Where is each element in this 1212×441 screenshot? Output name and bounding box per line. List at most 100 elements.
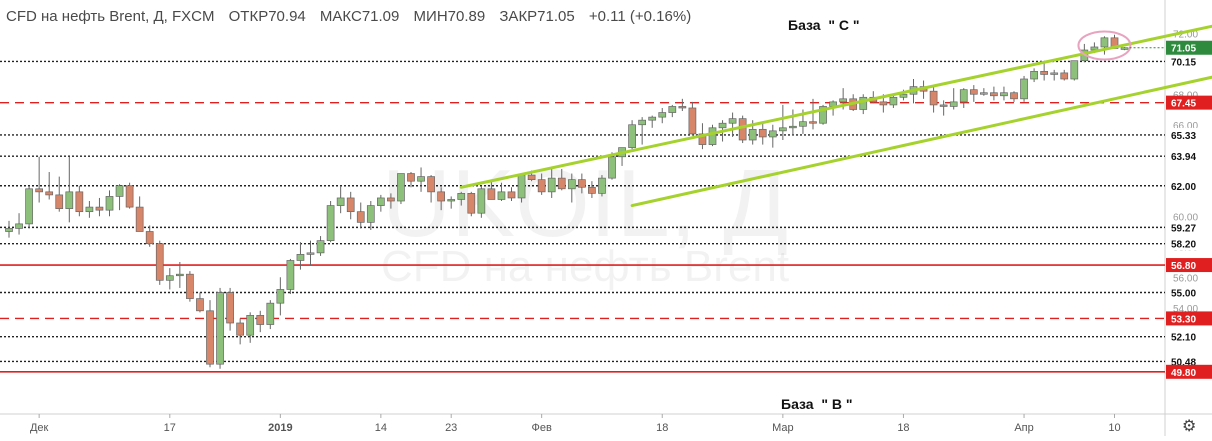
candle-body[interactable] xyxy=(75,191,84,213)
candle-body[interactable] xyxy=(799,121,807,127)
candle-body[interactable] xyxy=(1030,71,1038,80)
candle-body[interactable] xyxy=(567,179,576,190)
candle-body[interactable] xyxy=(959,89,968,103)
candle-body[interactable] xyxy=(979,92,988,95)
candle-body[interactable] xyxy=(206,310,214,365)
candle-body[interactable] xyxy=(949,101,958,107)
candle-body[interactable] xyxy=(316,240,325,254)
candle-body[interactable] xyxy=(738,118,747,141)
candle-body[interactable] xyxy=(758,128,767,138)
candle-body[interactable] xyxy=(65,191,74,209)
candle-body[interactable] xyxy=(306,252,315,255)
candle-body[interactable] xyxy=(437,191,445,202)
symbol-label[interactable]: CFD на нефть Brent, Д, FXCM xyxy=(6,8,215,25)
candle-body[interactable] xyxy=(638,119,647,126)
candle-body[interactable] xyxy=(859,96,868,110)
candle-body[interactable] xyxy=(326,205,335,241)
candle-body[interactable] xyxy=(527,174,536,180)
candle-body[interactable] xyxy=(608,156,616,179)
candle-body[interactable] xyxy=(939,104,948,107)
candle-body[interactable] xyxy=(588,186,596,194)
candle-body[interactable] xyxy=(1100,37,1109,48)
trend-channel-line[interactable] xyxy=(459,24,1212,189)
candle-body[interactable] xyxy=(668,106,677,113)
candle-body[interactable] xyxy=(809,121,817,124)
gear-icon[interactable]: ⚙ xyxy=(1182,416,1197,435)
candle-body[interactable] xyxy=(487,188,496,200)
candle-body[interactable] xyxy=(879,101,888,106)
candle-body[interactable] xyxy=(467,193,476,214)
candle-body[interactable] xyxy=(537,179,546,193)
candle-body[interactable] xyxy=(165,275,174,281)
candle-body[interactable] xyxy=(387,197,395,202)
candle-body[interactable] xyxy=(457,193,466,200)
candle-body[interactable] xyxy=(819,106,827,124)
candle-body[interactable] xyxy=(929,90,938,106)
candle-body[interactable] xyxy=(839,98,848,103)
candle-body[interactable] xyxy=(1070,60,1079,80)
candle-body[interactable] xyxy=(115,185,124,197)
candle-body[interactable] xyxy=(497,191,506,200)
candle-body[interactable] xyxy=(186,273,194,299)
candle-body[interactable] xyxy=(266,302,275,325)
candle-body[interactable] xyxy=(778,127,787,132)
candle-body[interactable] xyxy=(547,177,556,193)
candle-body[interactable] xyxy=(557,177,566,190)
candle-body[interactable] xyxy=(296,254,305,261)
candle-body[interactable] xyxy=(366,205,375,223)
candle-body[interactable] xyxy=(688,107,697,135)
candle-body[interactable] xyxy=(5,228,13,232)
candle-body[interactable] xyxy=(216,292,224,365)
candle-body[interactable] xyxy=(899,93,908,98)
candle-body[interactable] xyxy=(407,173,415,182)
candle-body[interactable] xyxy=(85,206,94,213)
candle-body[interactable] xyxy=(346,197,355,213)
candle-body[interactable] xyxy=(55,194,64,209)
candle-body[interactable] xyxy=(678,106,687,109)
candle-body[interactable] xyxy=(276,289,285,304)
candle-body[interactable] xyxy=(768,130,777,138)
candle-body[interactable] xyxy=(356,211,365,223)
candle-body[interactable] xyxy=(256,315,265,325)
candle-body[interactable] xyxy=(25,188,33,225)
candle-body[interactable] xyxy=(517,174,526,199)
candle-body[interactable] xyxy=(507,191,516,199)
highlight-circle[interactable] xyxy=(1077,30,1132,61)
candle-body[interactable] xyxy=(748,128,757,141)
candle-body[interactable] xyxy=(577,179,586,188)
candle-body[interactable] xyxy=(648,116,657,121)
candle-body[interactable] xyxy=(789,125,797,129)
candle-body[interactable] xyxy=(889,96,898,106)
candle-body[interactable] xyxy=(990,92,998,97)
candle-body[interactable] xyxy=(336,197,345,206)
candle-body[interactable] xyxy=(728,118,737,124)
candle-body[interactable] xyxy=(397,173,405,202)
candle-body[interactable] xyxy=(176,273,184,277)
candle-body[interactable] xyxy=(1120,47,1129,50)
candle-body[interactable] xyxy=(95,206,104,211)
candle-body[interactable] xyxy=(145,231,154,245)
trend-channel-line[interactable] xyxy=(630,70,1212,208)
candle-body[interactable] xyxy=(286,260,295,290)
candle-body[interactable] xyxy=(45,191,54,196)
candle-body[interactable] xyxy=(417,176,425,182)
candle-body[interactable] xyxy=(15,223,23,229)
candle-body[interactable] xyxy=(196,298,204,312)
candle-body[interactable] xyxy=(718,122,727,129)
candle-body[interactable] xyxy=(155,243,164,281)
candle-body[interactable] xyxy=(1040,71,1049,75)
candle-body[interactable] xyxy=(135,206,144,232)
candle-body[interactable] xyxy=(246,315,255,336)
candle-body[interactable] xyxy=(1060,72,1069,80)
candle-body[interactable] xyxy=(447,199,456,202)
candle-body[interactable] xyxy=(125,185,134,208)
candle-body[interactable] xyxy=(698,133,707,145)
candle-body[interactable] xyxy=(969,89,978,95)
candle-body[interactable] xyxy=(377,197,385,206)
candle-body[interactable] xyxy=(628,124,636,148)
candle-body[interactable] xyxy=(427,176,435,193)
candle-body[interactable] xyxy=(598,177,606,194)
candle-body[interactable] xyxy=(1000,92,1008,97)
